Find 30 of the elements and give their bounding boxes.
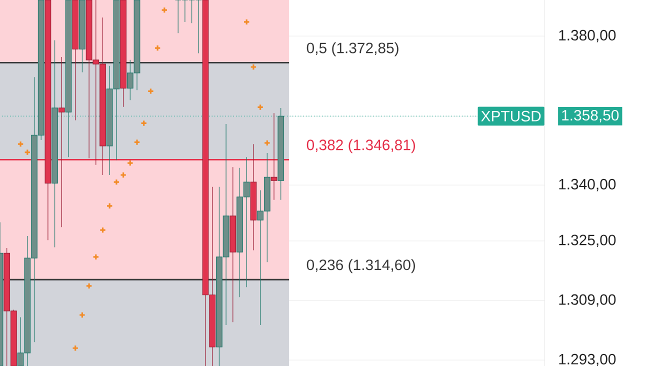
point xyxy=(147,88,154,95)
point xyxy=(256,104,264,111)
point xyxy=(86,282,92,290)
y-tick-label: 1.358,50 xyxy=(562,110,619,122)
point xyxy=(161,6,168,14)
ref-line-label: 0,236 (1.314,60) xyxy=(306,259,416,274)
point xyxy=(140,120,148,127)
point xyxy=(250,64,257,70)
point xyxy=(154,44,161,52)
ref-line-label: 0,382 (1.346,81) xyxy=(306,139,416,154)
y-tick-label: 1.309,00 xyxy=(559,294,616,307)
point xyxy=(106,202,113,210)
point xyxy=(134,138,140,146)
y-tick-label: 1.293,00 xyxy=(559,354,616,366)
y-tick-label: 1.325,00 xyxy=(559,234,616,248)
point xyxy=(92,254,100,260)
point xyxy=(17,140,24,148)
point xyxy=(24,148,31,156)
ref-line-label: 0,5 (1.372,85) xyxy=(306,42,398,56)
point xyxy=(243,18,250,26)
point xyxy=(99,226,106,234)
point xyxy=(120,172,127,178)
y-tick-label: 1.340,00 xyxy=(559,178,616,192)
ref-line-label: XPTUSD xyxy=(481,110,541,122)
point xyxy=(126,160,134,166)
point xyxy=(264,140,271,146)
point xyxy=(72,344,79,352)
y-tick-label: 1.380,00 xyxy=(559,30,616,42)
point xyxy=(113,178,120,186)
point xyxy=(78,312,86,318)
